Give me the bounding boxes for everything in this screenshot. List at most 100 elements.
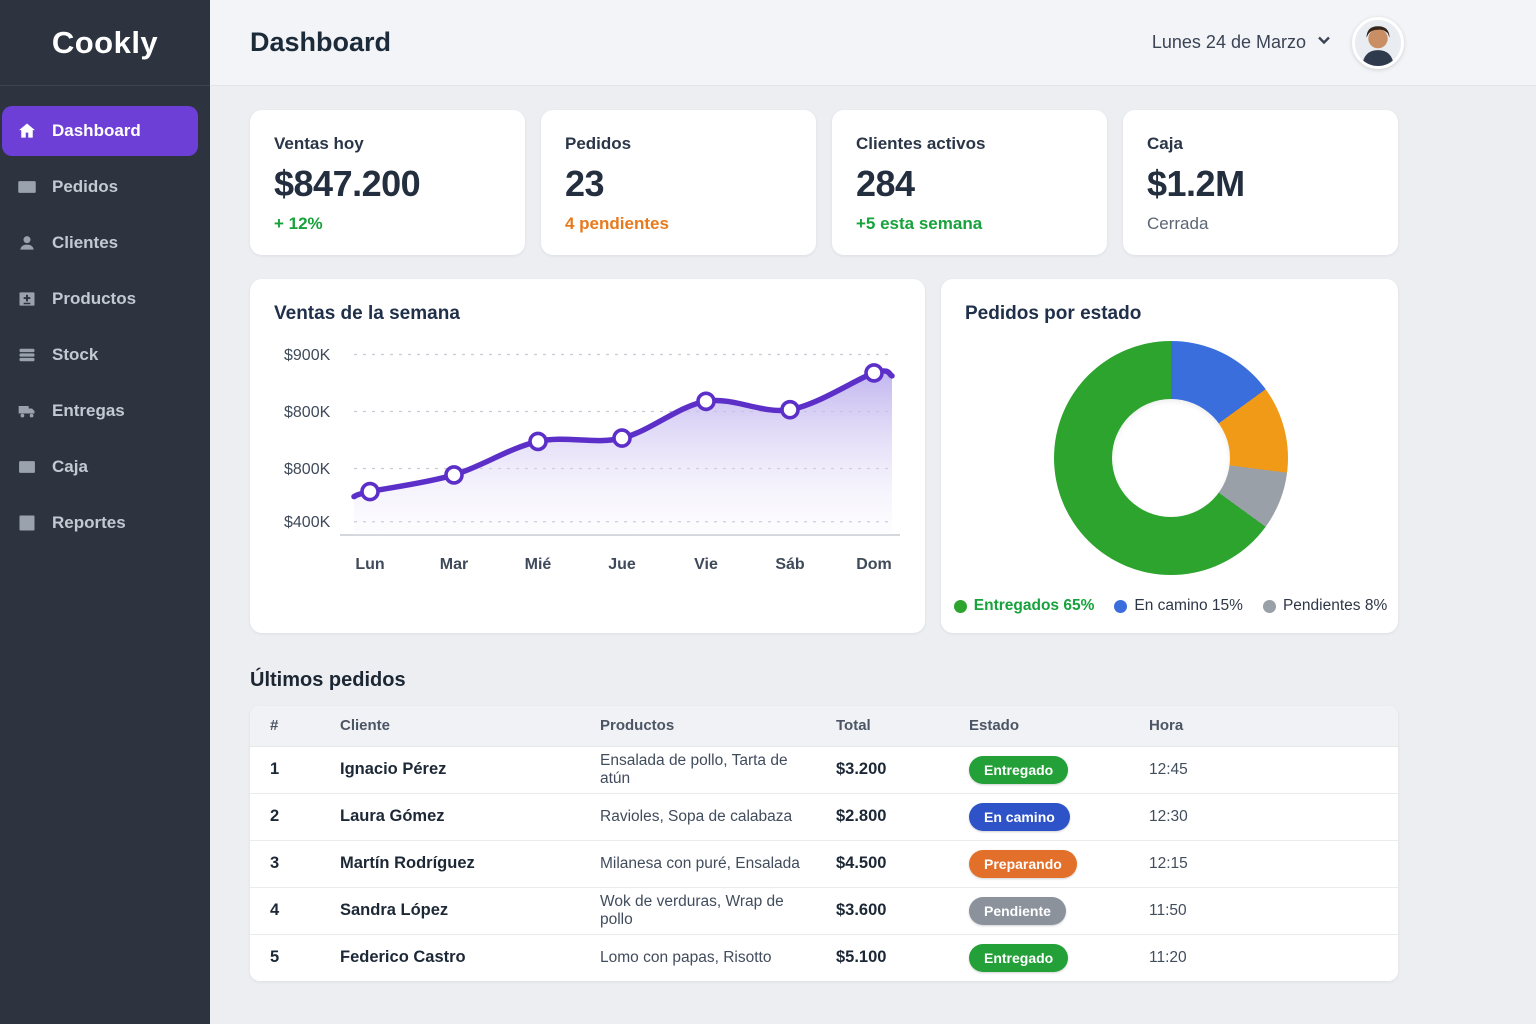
order-number: 5 xyxy=(250,934,320,981)
page-title: Dashboard xyxy=(250,27,392,57)
legend-dot-icon xyxy=(1262,599,1276,613)
chevron-down-icon xyxy=(1316,32,1332,53)
data-point xyxy=(528,431,548,452)
order-total: $3.600 xyxy=(816,887,949,935)
stat-value: $847.200 xyxy=(274,163,421,204)
order-number: 1 xyxy=(250,746,320,794)
brand-logo: Cookly xyxy=(51,24,159,60)
order-time: 12:30 xyxy=(1129,793,1398,841)
sidebar-item-pedidos[interactable]: Pedidos xyxy=(2,162,198,212)
x-axis-tick: Vie xyxy=(694,556,718,573)
stat-label: Caja xyxy=(1147,134,1183,153)
sidebar-item-label: Entregas xyxy=(52,401,125,420)
table-row: 3 Martín Rodríguez Milanesa con puré, Ensa… xyxy=(250,840,1398,888)
orders-table-card: # Cliente Productos Total Estado Hora 1 Ignaci… xyxy=(250,706,1398,981)
sidebar-item-clientes[interactable]: Clientes xyxy=(2,218,198,268)
legend-item: Entregados 65% xyxy=(953,597,1095,615)
orders-table-header: # Cliente Productos Total Estado Hora xyxy=(250,706,1398,747)
sidebar-item-label: Stock xyxy=(52,345,99,364)
data-point xyxy=(696,391,716,412)
order-number: 2 xyxy=(250,793,320,841)
sidebar-item-label: Clientes xyxy=(52,233,119,252)
sidebar-item-stock[interactable]: Stock xyxy=(2,330,198,380)
donut-wrap: Entregados 65% En camino 15% Pendientes 8% xyxy=(953,325,1387,615)
table-row: 1 Ignacio Pérez Ensalada de pollo, Tarta d… xyxy=(250,746,1398,794)
top-header: Dashboard Lunes 24 de Marzo xyxy=(210,0,1536,86)
main-area: Dashboard Lunes 24 de Marzo xyxy=(210,0,1536,1024)
sidebar-item-reportes[interactable]: Reportes xyxy=(2,498,198,548)
x-axis-tick: Mar xyxy=(440,556,468,573)
order-total: $3.200 xyxy=(816,746,949,794)
legend-item: En camino 15% xyxy=(1114,597,1243,615)
data-point xyxy=(864,363,884,383)
order-client: Ignacio Pérez xyxy=(320,746,580,794)
data-point xyxy=(444,465,464,485)
date-selector[interactable]: Lunes 24 de Marzo xyxy=(1152,32,1332,53)
table-row: 5 Federico Castro Lomo con papas, Risotto $… xyxy=(250,934,1398,981)
stat-subtext: Cerrada xyxy=(1147,214,1209,233)
legend-label: En camino 15% xyxy=(1134,597,1243,614)
donut-chart-title: Pedidos por estado xyxy=(965,303,1142,324)
sidebar: Cookly Dashboard Pedidos Clientes Productos… xyxy=(0,0,210,1024)
stat-card-caja: Caja $1.2M Cerrada xyxy=(1123,110,1398,255)
order-status-cell: Pendiente xyxy=(949,887,1129,935)
x-axis-tick: Dom xyxy=(856,556,892,573)
sidebar-item-entregas[interactable]: Entregas xyxy=(2,386,198,436)
dashboard-content: Ventas hoy $847.200 + 12% Pedidos 23 4 pendie… xyxy=(210,86,1398,981)
y-axis-tick: $800K xyxy=(284,461,331,478)
stat-card-ventas-hoy: Ventas hoy $847.200 + 12% xyxy=(250,110,525,255)
x-axis-tick: Jue xyxy=(608,556,636,573)
legend-label: Entregados 65% xyxy=(973,597,1095,614)
stat-cards: Ventas hoy $847.200 + 12% Pedidos 23 4 pendie… xyxy=(250,110,1398,255)
order-products: Milanesa con puré, Ensalada xyxy=(580,840,816,888)
line-chart: $900K $800K $800K $400K Lun Mar Mié Jue Vie Sáb Do… xyxy=(274,329,903,627)
stat-label: Ventas hoy xyxy=(274,134,364,153)
legend-label: Pendientes 8% xyxy=(1282,597,1388,614)
stack-icon xyxy=(16,344,38,366)
order-products: Wok de verduras, Wrap de pollo xyxy=(580,887,816,935)
column-header: Hora xyxy=(1129,706,1398,747)
column-header: Productos xyxy=(580,706,816,747)
legend-dot-icon xyxy=(953,599,967,613)
column-header: Total xyxy=(816,706,949,747)
status-badge: Pendiente xyxy=(969,896,1066,925)
order-time: 12:45 xyxy=(1129,746,1398,794)
order-total: $2.800 xyxy=(816,793,949,841)
column-header: Cliente xyxy=(320,706,580,747)
column-header: Estado xyxy=(949,706,1129,747)
header-right: Lunes 24 de Marzo xyxy=(1152,16,1404,69)
sidebar-item-label: Reportes xyxy=(52,513,126,532)
order-products: Ensalada de pollo, Tarta de atún xyxy=(580,746,816,794)
sidebar-item-label: Productos xyxy=(52,289,137,308)
weekly-sales-chart-card: Ventas de la semana $900K $800K $800K $400K… xyxy=(250,279,925,633)
order-status-cell: Entregado xyxy=(949,934,1129,981)
user-avatar[interactable] xyxy=(1352,16,1404,69)
stat-label: Clientes activos xyxy=(856,134,986,153)
charts-row: Ventas de la semana $900K $800K $800K $400K… xyxy=(250,279,1398,633)
sidebar-item-dashboard[interactable]: Dashboard xyxy=(2,106,198,156)
status-badge: Entregado xyxy=(969,755,1069,784)
order-client: Federico Castro xyxy=(320,934,580,981)
donut-legend: Entregados 65% En camino 15% Pendientes 8% xyxy=(953,597,1388,615)
report-icon xyxy=(16,512,38,534)
sidebar-item-productos[interactable]: Productos xyxy=(2,274,198,324)
orders-table: # Cliente Productos Total Estado Hora 1 Ignaci… xyxy=(250,706,1398,981)
sidebar-item-label: Dashboard xyxy=(52,121,141,140)
line-chart-title: Ventas de la semana xyxy=(274,303,460,324)
legend-item: Pendientes 8% xyxy=(1262,597,1388,615)
stat-card-pedidos: Pedidos 23 4 pendientes xyxy=(541,110,816,255)
stat-value: 23 xyxy=(565,163,605,204)
order-status-cell: En camino xyxy=(949,793,1129,841)
order-total: $4.500 xyxy=(816,840,949,888)
data-point xyxy=(780,399,800,420)
truck-icon xyxy=(16,400,38,422)
donut-hole xyxy=(1111,399,1230,517)
y-axis-tick: $400K xyxy=(284,514,331,531)
sidebar-item-caja[interactable]: Caja xyxy=(2,442,198,492)
sidebar-nav: Dashboard Pedidos Clientes Productos Stock En… xyxy=(0,86,210,554)
home-icon xyxy=(16,120,38,142)
order-total: $5.100 xyxy=(816,934,949,981)
orders-section-title: Últimos pedidos xyxy=(250,669,406,691)
orders-icon xyxy=(16,176,38,198)
